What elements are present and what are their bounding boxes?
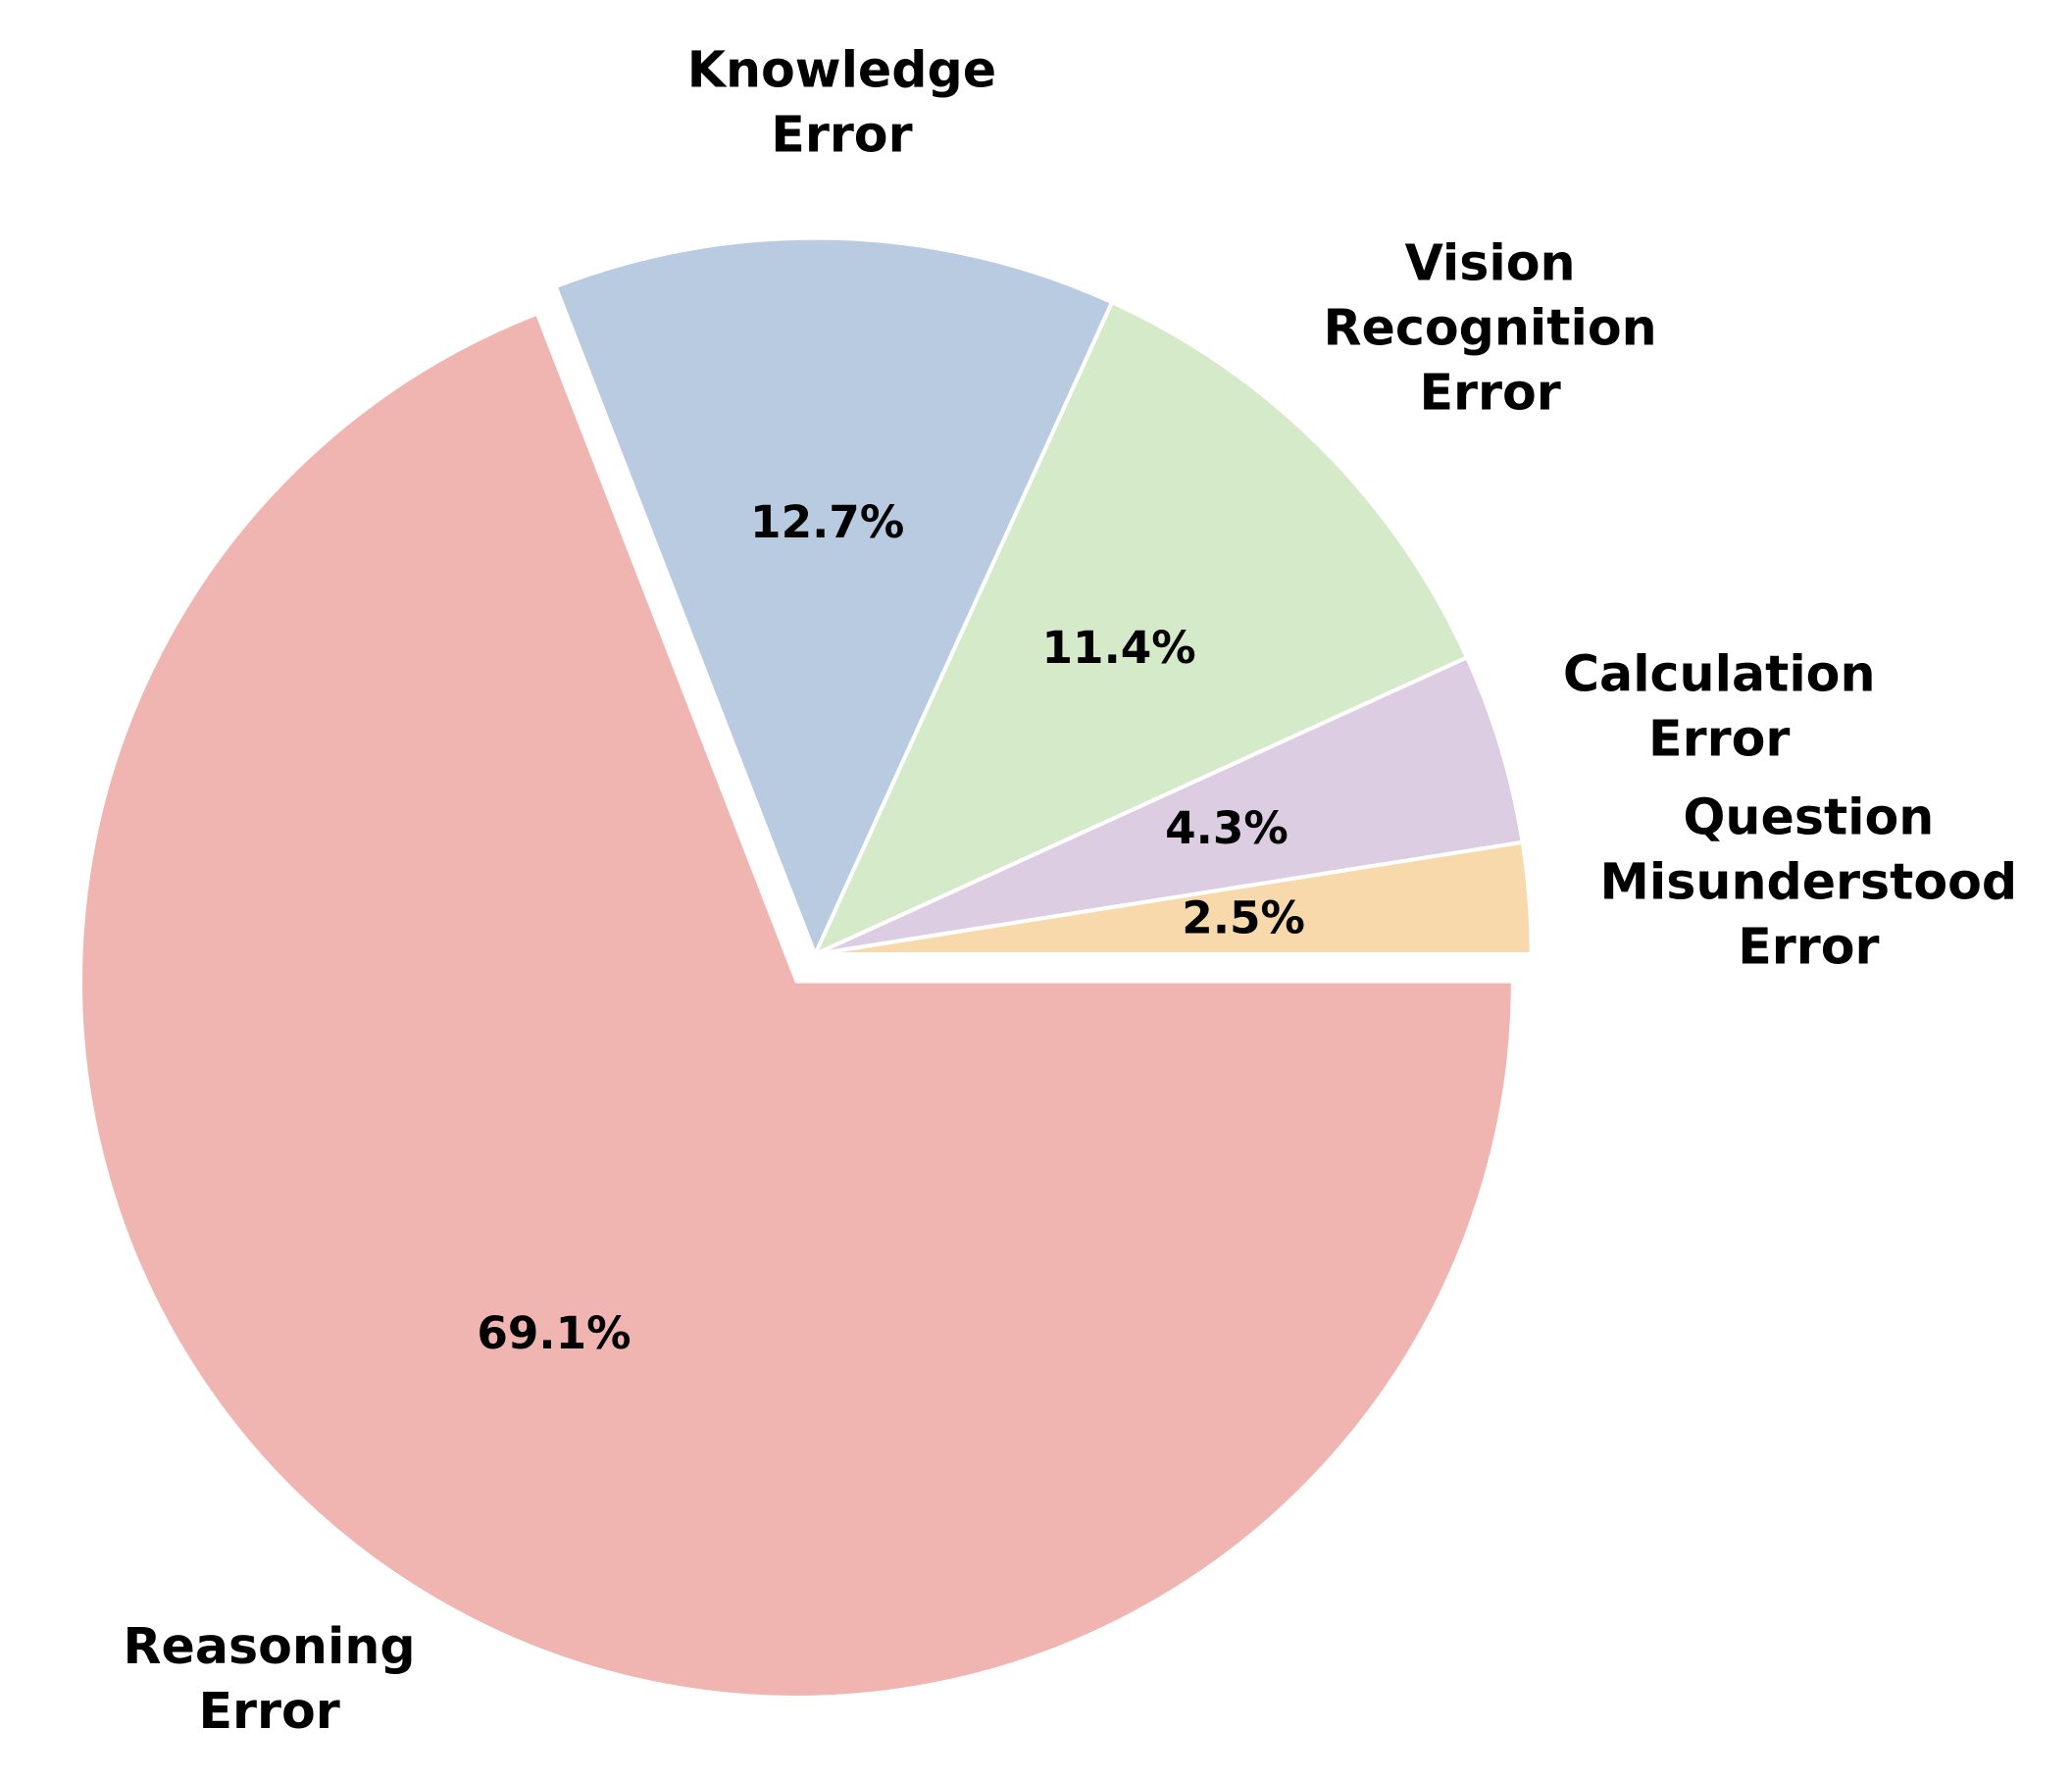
slice-label: Calculation Error [1563,644,1876,767]
slice-percent: 12.7% [750,495,904,547]
pie-slice [553,235,1115,960]
slice-label: Reasoning Error [124,1617,416,1740]
slice-percent: 69.1% [477,1307,631,1359]
pie-slice [78,311,1515,1700]
slice-percent: 2.5% [1182,891,1305,943]
slice-label: Question Misunderstood Error [1600,788,2018,975]
slice-label: Knowledge Error [687,40,996,163]
slice-percent: 11.4% [1042,622,1196,674]
slice-percent: 4.3% [1165,801,1289,853]
slice-label: Vision Recognition Error [1324,233,1657,421]
pie-slice [814,654,1525,956]
pie-slice [811,299,1470,959]
